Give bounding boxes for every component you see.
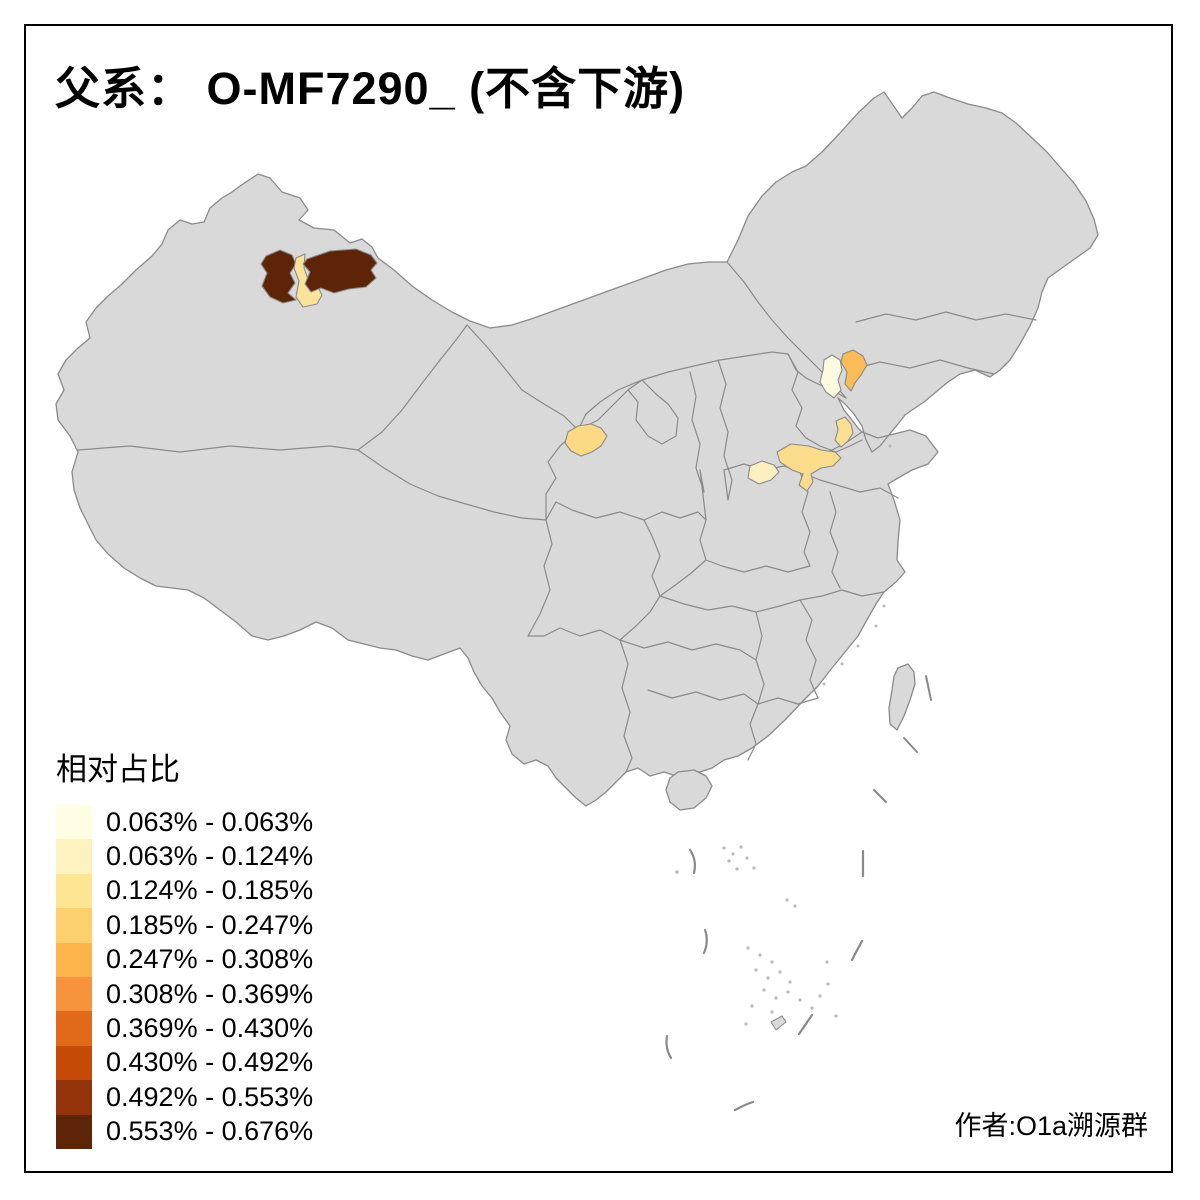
author-credit: 作者:O1a溯源群 bbox=[954, 1111, 1148, 1141]
legend-item: 0.063% - 0.124% bbox=[56, 839, 314, 874]
legend-swatch bbox=[56, 1045, 92, 1081]
ryukyu-island-slivers bbox=[873, 675, 932, 803]
region-gansu-central bbox=[564, 423, 608, 457]
province-borders bbox=[77, 261, 1037, 773]
legend-swatch bbox=[56, 942, 92, 977]
legend-rows: 0.063% - 0.063% 0.063% - 0.124% 0.124% - 0… bbox=[56, 805, 313, 1149]
legend-label: 0.124% - 0.185% bbox=[106, 875, 314, 906]
legend-item: 0.430% - 0.492% bbox=[56, 1045, 314, 1081]
legend-item: 0.063% - 0.063% bbox=[56, 805, 314, 840]
legend-label: 0.185% - 0.247% bbox=[106, 909, 314, 940]
region-xinjiang-north-east bbox=[302, 248, 378, 294]
legend-label: 0.247% - 0.308% bbox=[106, 944, 314, 975]
legend-label: 0.308% - 0.369% bbox=[106, 978, 314, 1009]
legend-label: 0.492% - 0.553% bbox=[106, 1081, 314, 1112]
legend-item: 0.308% - 0.369% bbox=[56, 976, 314, 1012]
legend-title: 相对占比 bbox=[56, 752, 180, 787]
region-tianjin bbox=[840, 349, 868, 392]
legend-swatch bbox=[56, 1011, 92, 1046]
region-xinjiang-north-west bbox=[260, 249, 297, 304]
region-henan-north bbox=[747, 460, 780, 485]
legend-label: 0.063% - 0.063% bbox=[106, 806, 314, 837]
legend-swatch bbox=[56, 1080, 92, 1115]
legend-swatch bbox=[56, 976, 92, 1012]
region-beijing bbox=[819, 354, 843, 399]
legend-item: 0.492% - 0.553% bbox=[56, 1080, 314, 1115]
legend-item: 0.247% - 0.308% bbox=[56, 942, 314, 977]
legend-label: 0.063% - 0.124% bbox=[106, 841, 314, 872]
legend-label: 0.430% - 0.492% bbox=[106, 1047, 314, 1078]
legend-item: 0.185% - 0.247% bbox=[56, 908, 314, 943]
legend-label: 0.553% - 0.676% bbox=[106, 1116, 314, 1147]
legend-swatch bbox=[56, 1114, 92, 1149]
colored-regions bbox=[260, 248, 868, 492]
legend-swatch bbox=[56, 805, 92, 840]
legend-item: 0.369% - 0.430% bbox=[56, 1011, 314, 1046]
region-shandong-north bbox=[834, 416, 854, 448]
page-title: 父系： O-MF7290_ (不含下游) bbox=[55, 63, 686, 114]
spratly-main-islet bbox=[770, 1015, 787, 1031]
legend-item: 0.553% - 0.676% bbox=[56, 1114, 314, 1149]
legend-item: 0.124% - 0.185% bbox=[56, 873, 314, 909]
legend: 相对占比 0.063% - 0.063% 0.063% - 0.124% 0.124… bbox=[56, 744, 313, 1149]
legend-swatch bbox=[56, 908, 92, 943]
legend-swatch bbox=[56, 873, 92, 909]
taiwan-island bbox=[888, 663, 916, 731]
legend-swatch bbox=[56, 839, 92, 874]
legend-label: 0.369% - 0.430% bbox=[106, 1013, 314, 1044]
hainan-island bbox=[665, 769, 713, 811]
region-shandong-west bbox=[776, 443, 842, 492]
south-china-sea-islets bbox=[675, 444, 892, 1026]
nine-dash-line bbox=[665, 848, 865, 1112]
